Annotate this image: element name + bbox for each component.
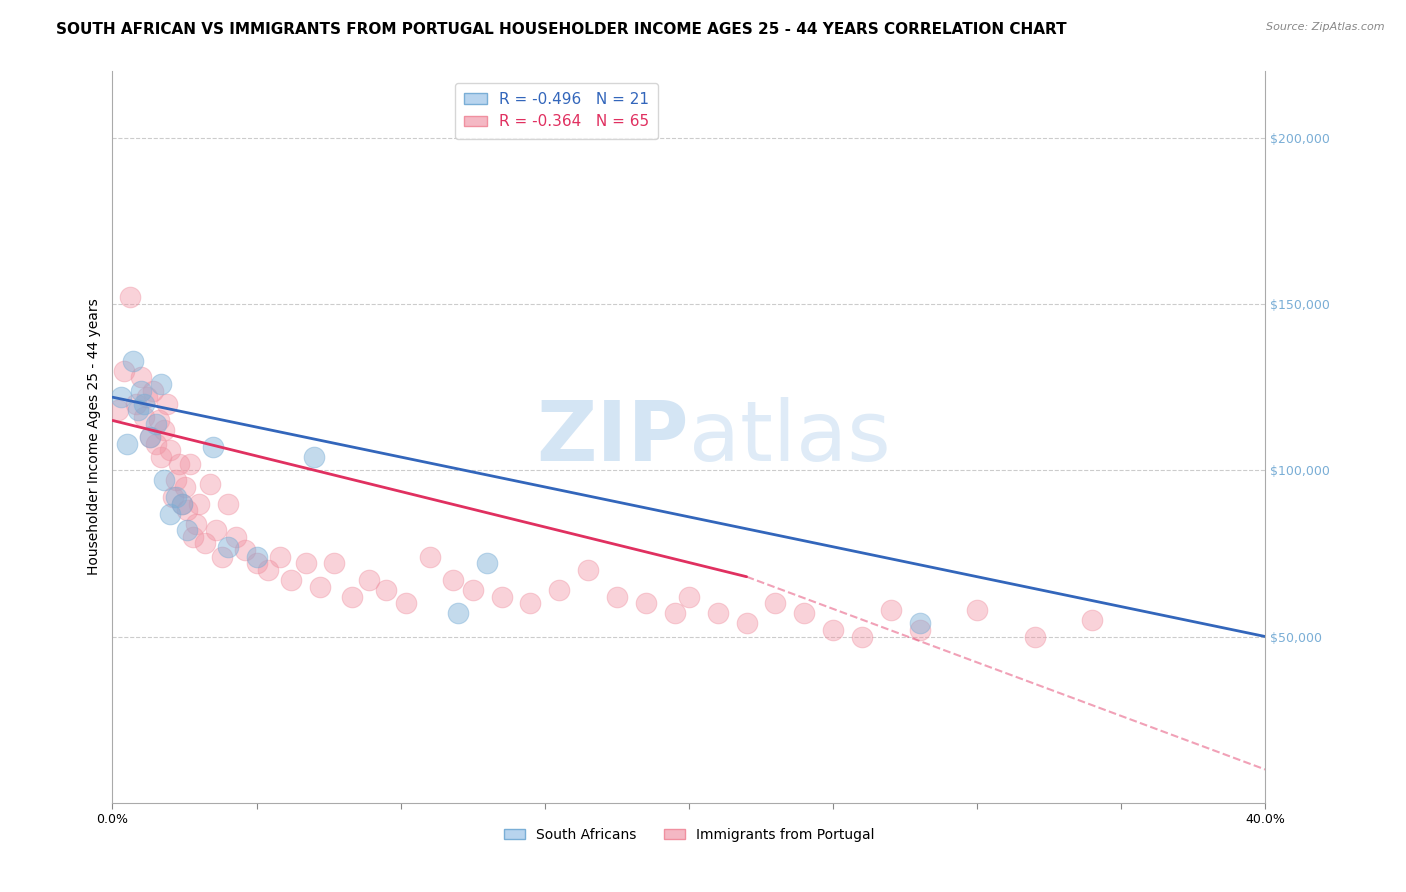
Point (304, 450, 326, 464)
Point (519, 596, 541, 610)
Point (707, 607, 730, 621)
Point (678, 590, 700, 604)
Point (118, 290, 141, 304)
Point (395, 596, 418, 610)
Point (257, 563, 280, 577)
Point (162, 490, 184, 504)
Point (136, 390, 159, 404)
Point (419, 549, 441, 564)
Point (851, 630, 873, 644)
Point (447, 607, 470, 621)
Point (159, 443, 181, 458)
Point (246, 557, 269, 571)
Point (821, 623, 844, 637)
Point (205, 523, 228, 537)
Point (184, 516, 207, 531)
Point (441, 573, 464, 587)
Point (194, 536, 217, 550)
Y-axis label: Householder Income Ages 25 - 44 years: Householder Income Ages 25 - 44 years (87, 299, 101, 575)
Point (179, 457, 201, 471)
Point (576, 563, 599, 577)
Point (200, 476, 222, 491)
Point (134, 410, 156, 425)
Point (188, 497, 211, 511)
Point (170, 497, 193, 511)
Text: ZIP: ZIP (537, 397, 689, 477)
Legend: South Africans, Immigrants from Portugal: South Africans, Immigrants from Portugal (498, 822, 880, 847)
Point (115, 436, 138, 450)
Point (966, 603, 988, 617)
Point (280, 573, 302, 587)
Point (124, 397, 146, 411)
Point (181, 530, 204, 544)
Point (880, 603, 903, 617)
Point (793, 607, 815, 621)
Point (211, 549, 233, 564)
Point (225, 530, 247, 544)
Point (159, 507, 181, 521)
Point (167, 457, 190, 471)
Point (129, 370, 153, 384)
Point (548, 582, 571, 597)
Point (134, 397, 156, 411)
Point (461, 582, 484, 597)
Point (121, 353, 143, 368)
Point (145, 436, 167, 450)
Point (156, 397, 179, 411)
Point (323, 557, 346, 571)
Point (173, 480, 195, 494)
Text: SOUTH AFRICAN VS IMMIGRANTS FROM PORTUGAL HOUSEHOLDER INCOME AGES 25 - 44 YEARS : SOUTH AFRICAN VS IMMIGRANTS FROM PORTUGA… (56, 22, 1067, 37)
Point (606, 590, 628, 604)
Point (634, 596, 657, 610)
Point (269, 549, 291, 564)
Point (107, 403, 129, 417)
Point (170, 497, 193, 511)
Point (1024, 630, 1046, 644)
Point (246, 549, 269, 564)
Point (908, 623, 931, 637)
Point (1081, 613, 1104, 627)
Point (127, 403, 149, 417)
Point (309, 580, 332, 594)
Point (908, 616, 931, 631)
Point (139, 430, 162, 444)
Point (165, 490, 187, 504)
Point (375, 582, 398, 597)
Point (664, 607, 686, 621)
Point (202, 440, 225, 454)
Point (150, 376, 173, 391)
Point (145, 417, 167, 431)
Point (142, 384, 165, 398)
Point (233, 543, 256, 558)
Point (153, 473, 176, 487)
Point (148, 413, 170, 427)
Text: Source: ZipAtlas.com: Source: ZipAtlas.com (1267, 22, 1385, 32)
Point (491, 590, 513, 604)
Point (165, 473, 187, 487)
Point (153, 424, 176, 438)
Point (139, 430, 162, 444)
Text: atlas: atlas (689, 397, 890, 477)
Point (112, 363, 135, 377)
Point (176, 503, 198, 517)
Point (217, 497, 239, 511)
Point (340, 590, 363, 604)
Point (110, 390, 132, 404)
Point (357, 573, 380, 587)
Point (217, 540, 239, 554)
Point (765, 596, 787, 610)
Point (129, 384, 153, 398)
Point (477, 557, 499, 571)
Point (294, 557, 316, 571)
Point (150, 450, 173, 464)
Point (176, 523, 198, 537)
Point (735, 616, 758, 631)
